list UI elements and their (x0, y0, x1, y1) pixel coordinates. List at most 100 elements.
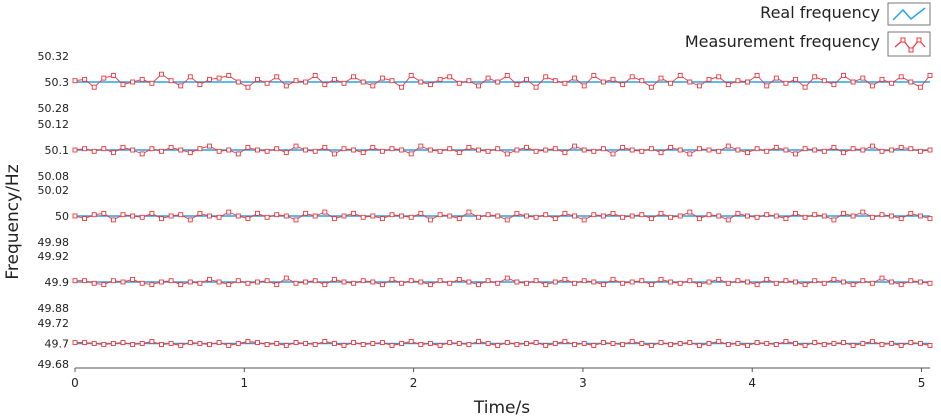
measurement-point (235, 278, 241, 284)
measurement-point (370, 83, 376, 89)
measurement-point (524, 280, 529, 286)
measurement-point (130, 342, 136, 347)
measurement-point (495, 343, 501, 348)
measurement-point (399, 213, 405, 219)
measurement-point (351, 280, 357, 286)
measurement-point (235, 151, 241, 157)
measurement-point (821, 213, 827, 219)
measurement-point (629, 213, 635, 219)
measurement-point (139, 280, 145, 286)
measurement-point (495, 213, 501, 219)
measurement-point (418, 279, 424, 285)
x-tick-label: 1 (240, 376, 248, 390)
measurement-point (754, 340, 760, 345)
measurement-point (437, 212, 443, 218)
measurement-point (72, 278, 78, 284)
measurement-point (898, 343, 904, 348)
measurement-point (82, 76, 88, 82)
measurement-point (91, 341, 97, 346)
measurement-point (812, 147, 818, 153)
measurement-point (745, 150, 750, 156)
measurement-point (745, 343, 750, 348)
measurement-point (572, 143, 578, 149)
measurement-point (572, 342, 578, 347)
measurement-point (514, 210, 520, 216)
measurement-point (274, 74, 280, 80)
measurement-point (82, 216, 88, 222)
measurement-point (351, 147, 357, 153)
measurement-point (245, 84, 251, 90)
measurement-point (235, 341, 241, 346)
measurement-point (379, 75, 385, 81)
measurement-point (773, 75, 779, 81)
measurement-point (821, 342, 827, 347)
measurement-point (303, 210, 309, 216)
measurement-point (552, 78, 558, 84)
measurement-point (101, 75, 107, 81)
measurement-point (341, 80, 347, 86)
measurement-point (629, 339, 635, 344)
measurement-point (696, 146, 702, 152)
measurement-point (696, 282, 702, 288)
measurement-point (581, 217, 587, 223)
measurement-point (639, 278, 645, 284)
measurement-point (610, 76, 616, 82)
measurement-point (812, 278, 818, 284)
measurement-point (168, 144, 174, 150)
measurement-point (850, 213, 856, 219)
measurement-point (639, 212, 645, 218)
measurement-point (917, 213, 923, 219)
measurement-point (245, 280, 251, 286)
measurement-point (917, 84, 923, 90)
measurement-point (754, 146, 760, 152)
measurement-point (255, 279, 260, 285)
measurement-point (370, 341, 376, 346)
measurement-point (725, 217, 731, 223)
measurement-point (255, 340, 260, 345)
measurement-point (447, 74, 453, 80)
measurement-point (543, 147, 549, 153)
measurement-point (812, 212, 818, 218)
measurement-point (725, 342, 731, 347)
legend: Real frequency Measurement frequency (685, 2, 931, 57)
measurement-point (207, 213, 212, 219)
measurement-point (437, 343, 443, 348)
measurement-point (389, 212, 395, 218)
measurement-point (399, 341, 405, 346)
measurement-point (370, 144, 376, 150)
measurement-point (668, 342, 674, 347)
measurement-point (783, 147, 789, 153)
measurement-point (456, 150, 462, 156)
measurement-point (620, 280, 626, 286)
measurement-point (485, 75, 491, 81)
measurement-point (562, 150, 568, 156)
measurement-point (178, 83, 184, 89)
measurement-point (331, 216, 337, 222)
measurement-point (120, 279, 126, 285)
measurement-point (418, 210, 424, 216)
measurement-point (610, 210, 616, 216)
measurement-point (504, 340, 510, 345)
measurement-point (418, 342, 424, 347)
measurement-point (908, 210, 914, 216)
measurement-point (466, 279, 472, 285)
measurement-point (639, 148, 645, 154)
measurement-point (620, 214, 626, 220)
measurement-point (696, 343, 702, 348)
y-tick-label: 50.08 (38, 170, 70, 183)
measurement-point (504, 217, 510, 223)
y-tick-label: 49.9 (45, 276, 70, 289)
measurement-point (706, 76, 712, 82)
legend-label-measurement: Measurement frequency (685, 32, 880, 51)
measurement-point (466, 144, 472, 150)
measurement-point (514, 82, 520, 88)
measurement-point (764, 276, 770, 282)
panel-4: 49.72 49.7 49.68 (38, 317, 933, 371)
measurement-point (706, 147, 712, 153)
measurement-point (312, 213, 318, 219)
measurement-point (639, 341, 645, 346)
measurement-point (581, 83, 587, 89)
y-tick-label: 49.68 (38, 358, 70, 371)
measurement-point (72, 213, 78, 219)
measurement-point (245, 144, 251, 150)
